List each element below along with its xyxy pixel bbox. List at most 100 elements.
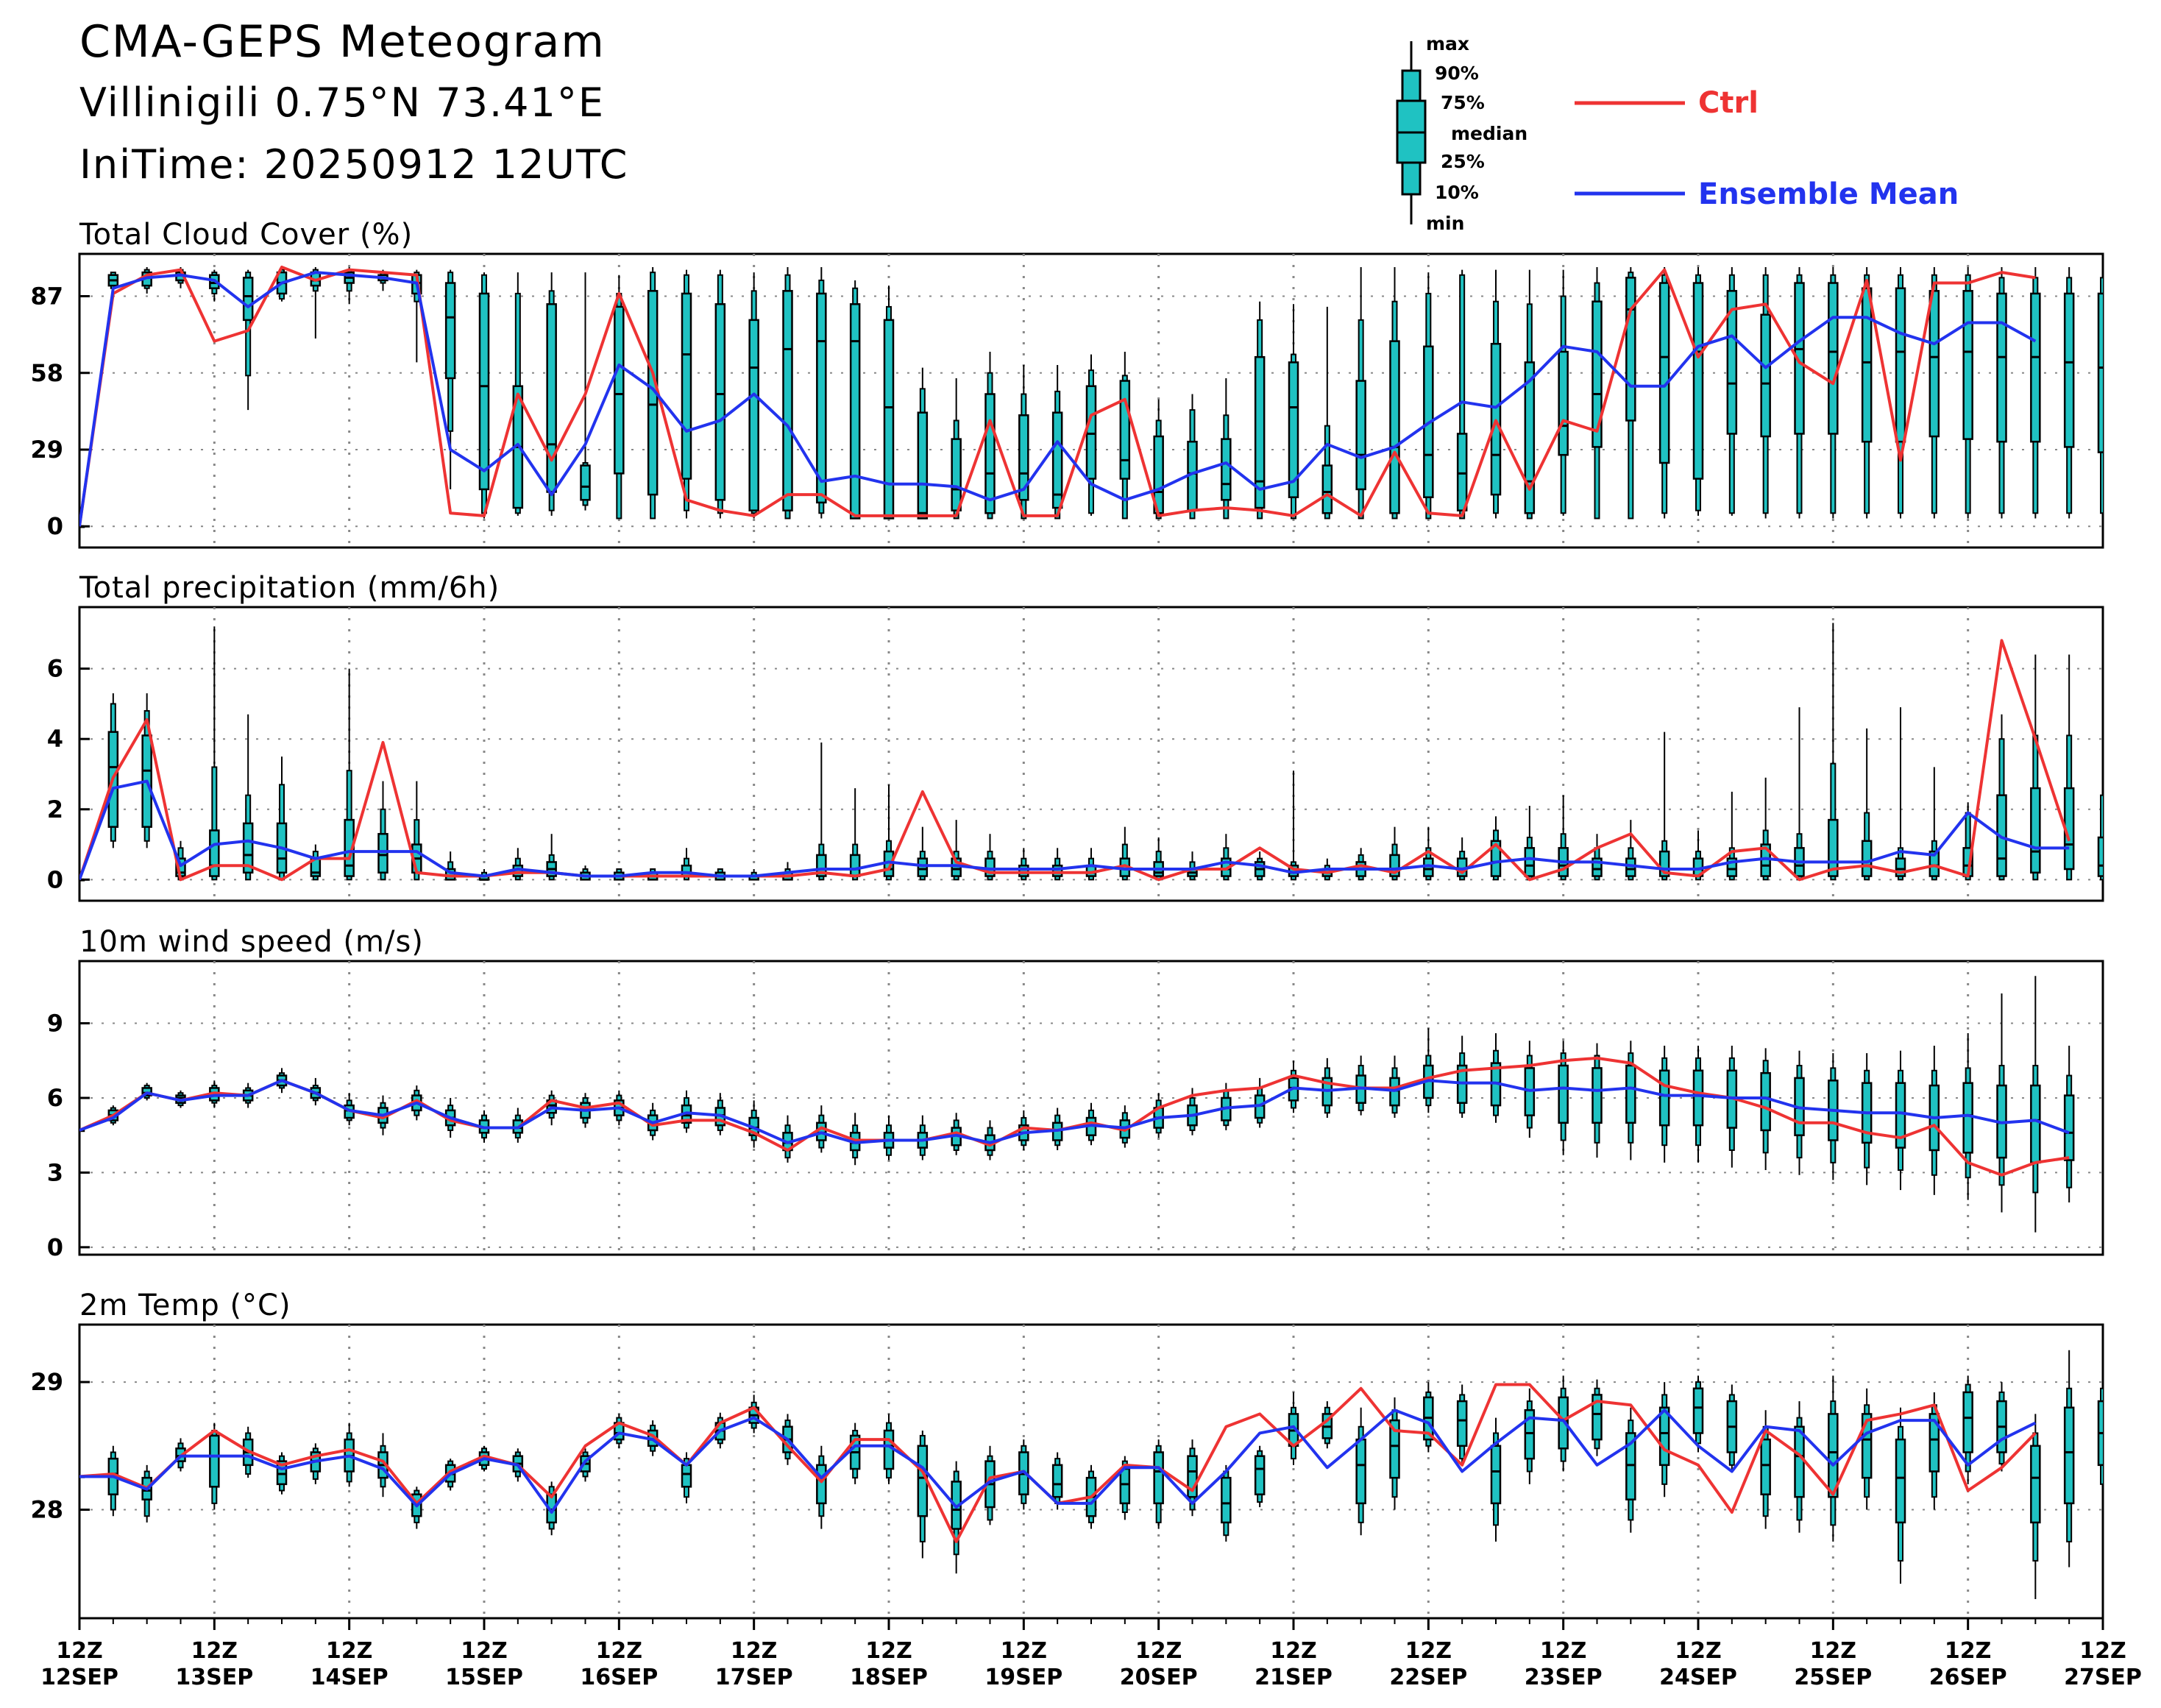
x-tick-label-date: 13SEP <box>175 1665 253 1690</box>
panel-frame <box>78 960 2104 1256</box>
panel-title: 10m wind speed (m/s) <box>79 925 424 959</box>
legend-box-label: median <box>1451 123 1527 144</box>
box-plot <box>2030 1414 2041 1599</box>
x-tick-label-time: 12Z <box>1675 1638 1722 1664</box>
box-25-75 <box>1794 282 1805 435</box>
y-tick-label: 9 <box>47 1010 63 1038</box>
box-25-75 <box>951 438 962 511</box>
x-tick-label-date: 15SEP <box>445 1665 523 1690</box>
box-plot <box>614 1414 625 1449</box>
box-plot <box>1794 707 1805 881</box>
box-plot <box>1726 1045 1738 1168</box>
box-plot <box>242 714 254 881</box>
location-label: Villinigili 0.75°N 73.41°E <box>79 79 605 126</box>
box-25-75 <box>1456 433 1468 511</box>
x-tick-label-time: 12Z <box>1540 1638 1587 1664</box>
box-plot <box>1592 266 1603 520</box>
box-25-75 <box>1153 1451 1164 1505</box>
legend-ctrl-label: Ctrl <box>1698 86 1759 120</box>
x-tick-label-time: 12Z <box>2079 1638 2126 1664</box>
box-25-75 <box>1558 1396 1569 1450</box>
box-plot <box>209 269 220 302</box>
box-25-75 <box>1592 1067 1603 1124</box>
box-plot <box>1794 266 1805 519</box>
box-plot <box>1085 848 1097 881</box>
box-plot <box>2063 266 2075 519</box>
box-25-75 <box>1018 864 1029 877</box>
box-25-75 <box>1389 1419 1400 1479</box>
x-tick-label-time: 12Z <box>56 1638 103 1664</box>
x-axis: 12Z12SEP12Z13SEP12Z14SEP12Z15SEP12Z16SEP… <box>40 1618 2142 1690</box>
box-plot <box>1423 1028 1434 1113</box>
y-tick-label: 87 <box>30 283 63 311</box>
x-tick-label-date: 25SEP <box>1794 1665 1872 1690</box>
box-plot <box>2030 976 2041 1233</box>
box-25-75 <box>1861 840 1873 877</box>
box-plot <box>546 272 557 516</box>
legend-box-label: min <box>1426 213 1464 234</box>
box-25-75 <box>1692 282 1704 480</box>
box-25-75 <box>2063 1094 2075 1161</box>
box-25-75 <box>917 411 929 520</box>
box-plot <box>79 878 85 882</box>
box-plot <box>681 1452 692 1503</box>
box-plot <box>1828 266 1839 519</box>
box-25-75 <box>546 303 557 493</box>
box-plot <box>1928 767 1940 881</box>
box-25-75 <box>1692 1387 1704 1434</box>
box-plot <box>1187 851 1198 881</box>
box-25-75 <box>1355 380 1366 491</box>
mean-series-line <box>79 1408 2037 1514</box>
box-plot <box>1153 1439 1164 1529</box>
box-plot <box>782 1115 793 1163</box>
box-plot <box>614 274 625 520</box>
box-25-75 <box>1490 1445 1502 1505</box>
box-plot <box>209 1422 220 1510</box>
y-tick-label: 29 <box>30 1368 63 1396</box>
box-plot <box>1119 1456 1131 1520</box>
box-25-75 <box>1288 361 1299 498</box>
y-tick-label: 58 <box>30 359 63 387</box>
x-tick-label-date: 26SEP <box>1929 1665 2007 1690</box>
box-25-75 <box>1861 287 1873 443</box>
box-25-75 <box>1658 1069 1670 1127</box>
box-plot <box>1153 837 1164 881</box>
x-tick-label-date: 12SEP <box>40 1665 118 1690</box>
box-plot <box>1828 1053 1839 1180</box>
box-10-90 <box>1459 274 1466 520</box>
box-25-75 <box>984 393 996 514</box>
box-plot <box>1321 1401 1333 1449</box>
x-tick-label-date: 14SEP <box>311 1665 388 1690</box>
box-25-75 <box>849 854 861 877</box>
box-plot <box>1658 266 1670 519</box>
box-plot <box>344 668 355 881</box>
x-tick-label-date: 21SEP <box>1255 1665 1333 1690</box>
box-plot <box>1658 1382 1670 1498</box>
box-25-75 <box>1962 290 1973 440</box>
box-plot <box>1895 266 1906 519</box>
box-plot <box>1692 266 1704 516</box>
x-tick-label-time: 12Z <box>1810 1638 1857 1664</box>
box-25-75 <box>1828 1413 1839 1498</box>
box-plot <box>2063 654 2075 881</box>
legend-box-label: 75% <box>1441 92 1485 113</box>
box-25-75 <box>2030 292 2041 443</box>
box-25-75 <box>1490 840 1502 877</box>
box-plot <box>984 352 996 520</box>
box-plot <box>1456 1035 1468 1119</box>
box-25-75 <box>883 1429 895 1470</box>
mean-series-line <box>79 1079 2070 1144</box>
x-tick-label-time: 12Z <box>865 1638 912 1664</box>
box-plot <box>1828 623 1839 881</box>
x-tick-label-time: 12Z <box>731 1638 778 1664</box>
box-plot <box>1726 266 1738 516</box>
box-plot <box>917 1430 929 1559</box>
box-25-75 <box>1996 292 2007 443</box>
box-plot <box>1524 269 1536 520</box>
box-plot <box>1221 834 1232 881</box>
box-25-75 <box>1895 1082 1906 1149</box>
box-plot <box>1895 1407 1906 1584</box>
box-plot <box>1861 1053 1873 1186</box>
